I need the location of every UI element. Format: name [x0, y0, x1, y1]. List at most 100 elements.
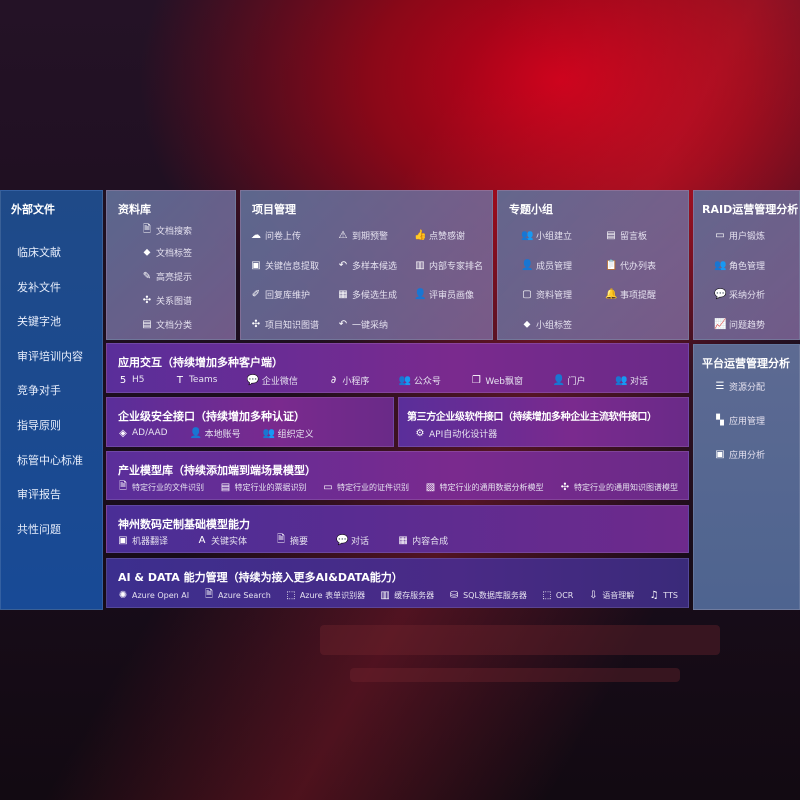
sidebar-item[interactable]: 审评培训内容: [17, 349, 83, 363]
menu-item-project[interactable]: ☁ 问卷上传: [250, 229, 301, 242]
menu-item-industry[interactable]: ▤ 特定行业的票据识别: [220, 482, 307, 493]
menu-item-thirdparty[interactable]: ⚙ API自动化设计器: [414, 427, 498, 440]
item-label: 应用管理: [729, 417, 766, 427]
menu-item-base[interactable]: 🗎 摘要: [275, 532, 308, 549]
menu-item-project[interactable]: ▣ 关键信息提取: [250, 259, 319, 272]
thirdparty-panel: 第三方企业级软件接口（持续增加多种企业主流软件接口） ⚙ API自动化设计器: [398, 397, 689, 447]
menu-item-project[interactable]: ⚠ 到期预警: [337, 229, 389, 242]
menu-item-group[interactable]: ▢ 资料管理: [521, 288, 572, 301]
sidebar-item[interactable]: 关键字池: [17, 315, 61, 329]
menu-item-library[interactable]: ✣ 关系图谱: [141, 294, 192, 307]
menu-item-project[interactable]: ↶ 多样本候选: [337, 259, 397, 272]
document-search-icon: 🗎: [142, 224, 152, 235]
menu-item-project[interactable]: ▦ 多候选生成: [337, 288, 397, 301]
menu-item-base[interactable]: A 关键实体: [196, 534, 247, 547]
menu-item-project[interactable]: 👍 点赞感谢: [414, 229, 465, 242]
menu-item-base[interactable]: ▣ 机器翻译: [117, 534, 168, 547]
sidebar-item[interactable]: 竞争对手: [17, 384, 61, 398]
menu-item-interaction[interactable]: T Teams: [174, 374, 218, 386]
compose-icon: ▦: [398, 534, 408, 546]
item-label: 一键采纳: [352, 320, 389, 331]
menu-item-industry[interactable]: ▧ 特定行业的通用数据分析模型: [425, 482, 544, 493]
menu-item-base[interactable]: 💬 对话: [336, 534, 369, 547]
menu-item-industry[interactable]: ✣ 特定行业的通用知识图谱模型: [559, 482, 678, 493]
openai-icon: ✺: [118, 589, 128, 601]
menu-item-security[interactable]: 👤 本地账号: [190, 427, 241, 440]
item-label: 文档标签: [156, 249, 193, 259]
menu-item-security[interactable]: 👥 组织定义: [263, 427, 314, 440]
menu-item-group[interactable]: ▤ 留言板: [605, 229, 647, 242]
menu-item-group[interactable]: 🔔 事项提醒: [605, 288, 656, 301]
sidebar-item[interactable]: 指导原则: [17, 419, 61, 432]
menu-item-ai[interactable]: ⛁ SQL数据库服务器: [448, 590, 527, 601]
menu-item-raid[interactable]: 💬 采纳分析: [714, 288, 765, 301]
menu-item-library[interactable]: 🗎 文档搜索: [141, 222, 192, 239]
menu-item-raid[interactable]: 📈 问题趋势: [714, 318, 765, 331]
menu-item-group[interactable]: 👤 成员管理: [521, 259, 572, 272]
menu-item-project[interactable]: 👤 评审员画像: [414, 288, 474, 301]
item-label: 关键信息提取: [265, 261, 320, 272]
menu-item-group[interactable]: 👥 小组建立: [521, 229, 572, 242]
web-window-icon: ❐: [471, 374, 481, 386]
menu-item-library[interactable]: ✎ 高亮提示: [141, 270, 192, 283]
menu-item-industry[interactable]: 🗎 特定行业的文件识别: [117, 479, 204, 496]
menu-item-platform[interactable]: ▣ 应用分析: [714, 448, 765, 461]
file-icon: 🗎: [118, 480, 128, 492]
item-label: 企业微信: [261, 376, 298, 387]
organization-icon: 👥: [262, 427, 276, 439]
menu-item-interaction[interactable]: ❐ Web飘窗: [470, 374, 523, 387]
graph-icon: ✣: [251, 318, 261, 330]
item-label: 特定行业的通用知识图谱模型: [574, 482, 678, 492]
sidebar-item[interactable]: 共性问题: [17, 522, 61, 536]
menu-item-ai[interactable]: 🗎 Azure Search: [203, 587, 271, 604]
tts-icon: ♫: [649, 589, 659, 601]
menu-item-ai[interactable]: ⬚ Azure 表单识别器: [285, 590, 365, 601]
sidebar-item[interactable]: 临床文献: [17, 246, 61, 259]
item-label: 摘要: [290, 536, 309, 547]
menu-item-platform[interactable]: ☰ 资源分配: [714, 380, 766, 393]
item-label: 特定行业的票据识别: [234, 482, 307, 492]
menu-item-ai[interactable]: ▥ 缓存服务器: [379, 590, 434, 601]
item-label: AD/AAD: [132, 428, 168, 438]
menu-item-project[interactable]: ↶ 一键采纳: [337, 318, 388, 331]
apps-icon: ▚: [716, 415, 724, 426]
menu-item-ai[interactable]: ♫ TTS: [648, 590, 678, 601]
menu-item-base[interactable]: ▦ 内容合成: [397, 534, 448, 547]
menu-item-project[interactable]: ✐ 回复库维护: [250, 288, 310, 301]
menu-item-project[interactable]: ✣ 项目知识图谱: [250, 318, 319, 331]
item-label: 到期预警: [352, 232, 389, 242]
item-label: 多候选生成: [352, 291, 398, 301]
menu-item-industry[interactable]: ▭ 特定行业的证件识别: [322, 482, 409, 493]
sidebar-item[interactable]: 发补文件: [17, 280, 61, 294]
menu-item-project[interactable]: ▥ 内部专家排名: [414, 259, 483, 272]
item-label: 门户: [567, 376, 586, 387]
menu-item-interaction[interactable]: 👥 公众号: [399, 374, 441, 387]
menu-item-interaction[interactable]: 👤 门户: [552, 374, 585, 387]
menu-item-ai[interactable]: ⇩ 语音理解: [587, 590, 634, 601]
edit-icon: ✐: [251, 289, 261, 300]
menu-item-security[interactable]: ◈ AD/AAD: [117, 428, 168, 439]
menu-item-raid[interactable]: ▭ 用户锻炼: [714, 229, 765, 242]
menu-item-interaction[interactable]: 💬 企业微信: [247, 374, 298, 387]
menu-item-library[interactable]: ▤ 文档分类: [141, 318, 192, 331]
item-label: 问卷上传: [265, 232, 302, 242]
menu-item-interaction[interactable]: 👥 对话: [615, 374, 648, 387]
menu-item-interaction[interactable]: ∂ 小程序: [327, 374, 370, 387]
menu-item-ai[interactable]: ✺ Azure Open AI: [117, 590, 189, 601]
item-label: H5: [132, 375, 145, 385]
item-label: SQL数据库服务器: [463, 590, 527, 600]
menu-item-platform[interactable]: ▚ 应用管理: [714, 414, 765, 427]
teams-icon: T: [176, 374, 184, 386]
menu-item-ai[interactable]: ⬚ OCR: [541, 590, 573, 601]
document-classify-icon: ▤: [142, 319, 152, 330]
menu-item-interaction[interactable]: 5 H5: [117, 375, 145, 386]
menu-item-library[interactable]: ⬥ 文档标签: [141, 246, 193, 259]
menu-item-group[interactable]: ⬥ 小组标签: [521, 318, 573, 331]
sidebar-item[interactable]: 标管中心标准: [17, 453, 83, 467]
sidebar-item[interactable]: 审评报告: [17, 488, 61, 502]
menu-item-group[interactable]: 📋 代办列表: [605, 259, 656, 272]
add-user-icon: 👤: [521, 259, 534, 271]
menu-item-raid[interactable]: 👥 角色管理: [714, 259, 765, 272]
tag-icon: ⬥: [143, 247, 151, 258]
item-label: Azure 表单识别器: [299, 590, 366, 600]
